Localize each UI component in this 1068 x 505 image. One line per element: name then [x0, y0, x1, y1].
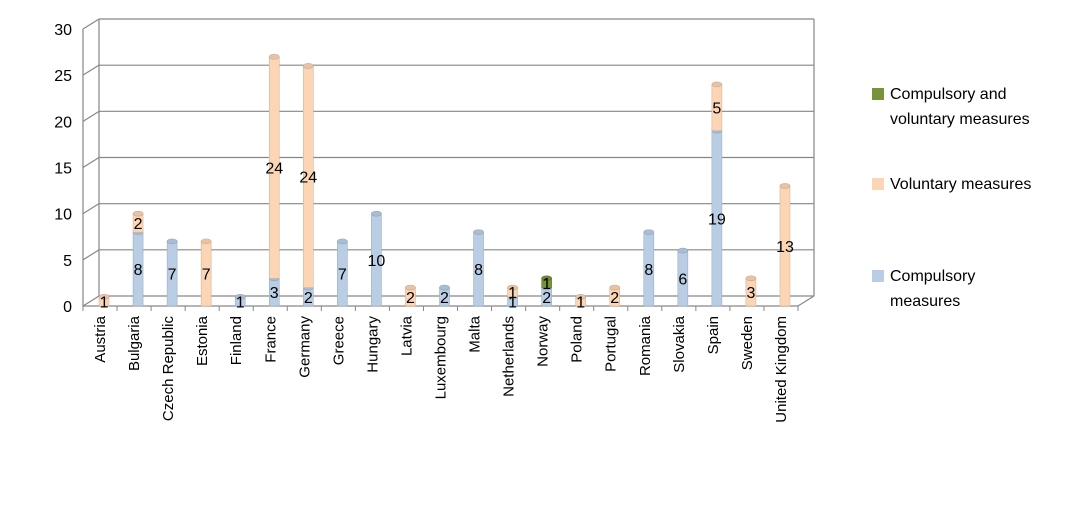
data-label: 7 [202, 267, 211, 284]
y-tick-label: 25 [54, 68, 72, 85]
bar-cap [779, 183, 791, 189]
bar-cap [745, 275, 757, 282]
bar-cap [234, 293, 246, 300]
data-label: 1 [236, 294, 245, 311]
bar-cap [507, 284, 518, 291]
x-category-label: Greece [330, 316, 347, 365]
data-label: 13 [776, 239, 794, 256]
x-category-label: Slovakia [671, 315, 688, 372]
x-category-label: Poland [569, 316, 586, 363]
data-label: 7 [168, 267, 177, 284]
data-label: 1 [576, 294, 585, 311]
bar-cap [268, 53, 280, 60]
x-category-label: Austria [92, 315, 109, 362]
bar-cap [132, 210, 144, 217]
x-category-label: Bulgaria [126, 315, 143, 371]
x-category-label: Finland [228, 316, 245, 365]
data-label: 19 [708, 211, 726, 228]
bar-cap [643, 229, 655, 235]
y-tick-label: 30 [54, 22, 72, 39]
data-label: 1 [508, 294, 517, 311]
gridline-depth [82, 203, 100, 215]
bar-cap [200, 238, 212, 245]
data-label: 2 [440, 290, 449, 307]
gridline-depth [82, 156, 100, 169]
x-category-label: Sweden [739, 316, 756, 370]
x-category-label: Latvia [398, 315, 415, 356]
legend-swatch [872, 178, 884, 190]
x-category-label: United Kingdom [773, 316, 790, 423]
legend-swatch [872, 270, 884, 282]
gridline-depth [82, 295, 100, 307]
data-label: 8 [474, 262, 483, 279]
data-label: 10 [368, 253, 386, 270]
bar-cap [98, 293, 110, 300]
legend-label: Voluntary measures [890, 176, 1032, 193]
x-category-label: Netherlands [501, 316, 518, 397]
x-category-label: Germany [296, 316, 313, 378]
x-category-label: Spain [705, 316, 722, 354]
data-label: 1 [542, 276, 551, 293]
bar-cap [337, 238, 348, 245]
bar-cap [371, 210, 382, 217]
data-label: 1 [508, 285, 517, 302]
bar-cap [541, 275, 552, 282]
data-label: 3 [746, 285, 755, 302]
y-tick-label: 10 [54, 207, 72, 224]
gridline-depth [82, 249, 100, 261]
legend-swatch [872, 88, 884, 100]
x-category-label: Malta [467, 315, 484, 352]
bar-cap [609, 284, 621, 291]
y-tick-label: 20 [54, 114, 72, 131]
data-label: 2 [134, 216, 143, 233]
x-category-label: Norway [535, 316, 552, 367]
data-label: 5 [712, 100, 721, 117]
y-tick-label: 15 [54, 161, 72, 178]
y-tick-label: 0 [63, 299, 72, 316]
legend-label: Compulsory measures [890, 268, 976, 310]
bar-cap [677, 247, 689, 254]
bar-cap [711, 81, 723, 88]
bar-cap [473, 229, 484, 235]
x-category-label: Portugal [603, 316, 620, 372]
data-label: 2 [406, 290, 415, 307]
data-label: 1 [100, 294, 109, 311]
gridline-depth [82, 64, 100, 76]
data-label: 8 [134, 262, 143, 279]
data-label: 8 [644, 262, 653, 279]
x-category-label: France [262, 316, 279, 363]
gridline-depth [82, 110, 100, 122]
floor-edge [797, 295, 815, 307]
bar-cap [575, 293, 586, 300]
legend-label: Compulsory and voluntary measures [890, 86, 1030, 128]
data-label: 24 [265, 161, 283, 178]
x-category-label: Hungary [364, 316, 381, 373]
data-label: 24 [299, 170, 317, 187]
bar-cap [405, 284, 416, 291]
y-tick-label: 5 [63, 253, 72, 270]
data-label: 6 [678, 271, 687, 288]
x-category-label: Estonia [194, 315, 211, 366]
x-category-label: Romania [637, 315, 654, 376]
x-category-label: Luxembourg [433, 316, 450, 399]
gridline-depth [82, 18, 100, 30]
data-label: 2 [304, 290, 313, 307]
x-category-label: Czech Republic [160, 316, 177, 422]
bar-cap [439, 284, 450, 291]
bar-cap [166, 238, 178, 245]
data-label: 2 [610, 290, 619, 307]
bar-cap [303, 63, 314, 69]
data-label: 7 [338, 267, 347, 284]
data-label: 2 [542, 290, 551, 307]
data-label: 3 [270, 285, 279, 302]
